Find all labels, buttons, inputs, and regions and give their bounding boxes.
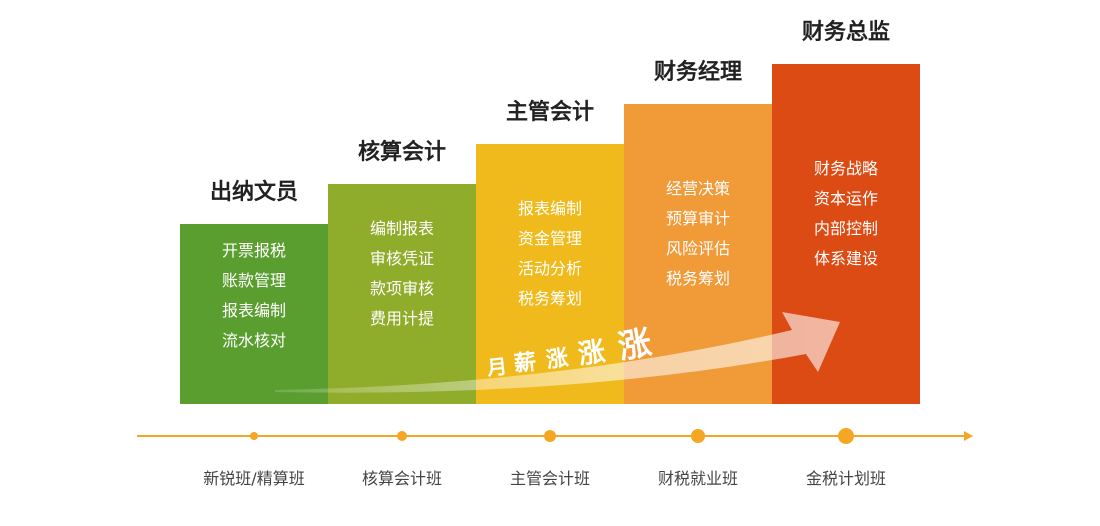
duty-list: 开票报税 账款管理 报表编制 流水核对 — [180, 224, 328, 356]
timeline-dot — [691, 429, 705, 443]
duty-item: 报表编制 — [517, 199, 582, 218]
arrow-body — [275, 312, 840, 393]
course-label-1: 新锐班/精算班 — [203, 469, 305, 488]
stage-title-2: 核算会计 — [357, 140, 446, 165]
timeline-dot — [397, 431, 407, 441]
duty-item: 财务战略 — [813, 159, 878, 178]
duty-list: 编制报表 审核凭证 款项审核 费用计提 — [328, 184, 476, 334]
stage-title-3: 主管会计 — [505, 100, 594, 125]
stage-title-5: 财务总监 — [801, 20, 890, 45]
course-label-4: 财税就业班 — [657, 469, 738, 488]
duty-item: 内部控制 — [813, 219, 878, 238]
duty-item: 活动分析 — [517, 259, 582, 278]
salary-char-2: 薪 — [513, 349, 538, 377]
stage-title-4: 财务经理 — [653, 60, 742, 85]
salary-char-5: 涨 — [615, 322, 654, 366]
duty-item: 经营决策 — [665, 179, 730, 198]
stage-block-2: 编制报表 审核凭证 款项审核 费用计提 — [328, 184, 476, 404]
duty-item: 资金管理 — [517, 229, 582, 248]
course-label-5: 金税计划班 — [805, 469, 886, 488]
duty-list: 财务战略 资本运作 内部控制 体系建设 — [772, 64, 920, 274]
duty-list: 报表编制 资金管理 活动分析 税务筹划 — [476, 144, 624, 314]
duty-item: 费用计提 — [369, 309, 434, 328]
duty-item: 开票报税 — [221, 241, 286, 260]
timeline-arrowhead — [964, 431, 973, 441]
duty-item: 报表编制 — [221, 301, 286, 320]
duty-item: 流水核对 — [221, 331, 286, 350]
stage-block-1: 开票报税 账款管理 报表编制 流水核对 — [180, 224, 328, 404]
stage-block-3: 报表编制 资金管理 活动分析 税务筹划 — [476, 144, 624, 404]
duty-item: 资本运作 — [813, 189, 878, 208]
salary-char-3: 涨 — [545, 346, 570, 374]
duty-item: 风险评估 — [665, 239, 730, 258]
duty-item: 编制报表 — [369, 219, 434, 238]
course-label-3: 主管会计班 — [509, 469, 590, 488]
duty-item: 审核凭证 — [369, 249, 434, 268]
timeline-dot — [544, 430, 556, 442]
course-label-2: 核算会计班 — [361, 469, 442, 488]
stage-title-1: 出纳文员 — [209, 180, 298, 205]
timeline-dot — [838, 428, 854, 444]
duty-item: 预算审计 — [665, 209, 730, 228]
duty-item: 体系建设 — [813, 249, 878, 268]
duty-item: 账款管理 — [221, 271, 286, 290]
salary-char-1: 月 — [485, 354, 508, 380]
duty-list: 经营决策 预算审计 风险评估 税务筹划 — [624, 104, 772, 294]
duty-item: 款项审核 — [369, 279, 434, 298]
salary-char-4: 涨 — [576, 336, 607, 370]
duty-item: 税务筹划 — [665, 269, 730, 288]
duty-item: 税务筹划 — [517, 289, 582, 308]
timeline-dot — [250, 432, 258, 440]
